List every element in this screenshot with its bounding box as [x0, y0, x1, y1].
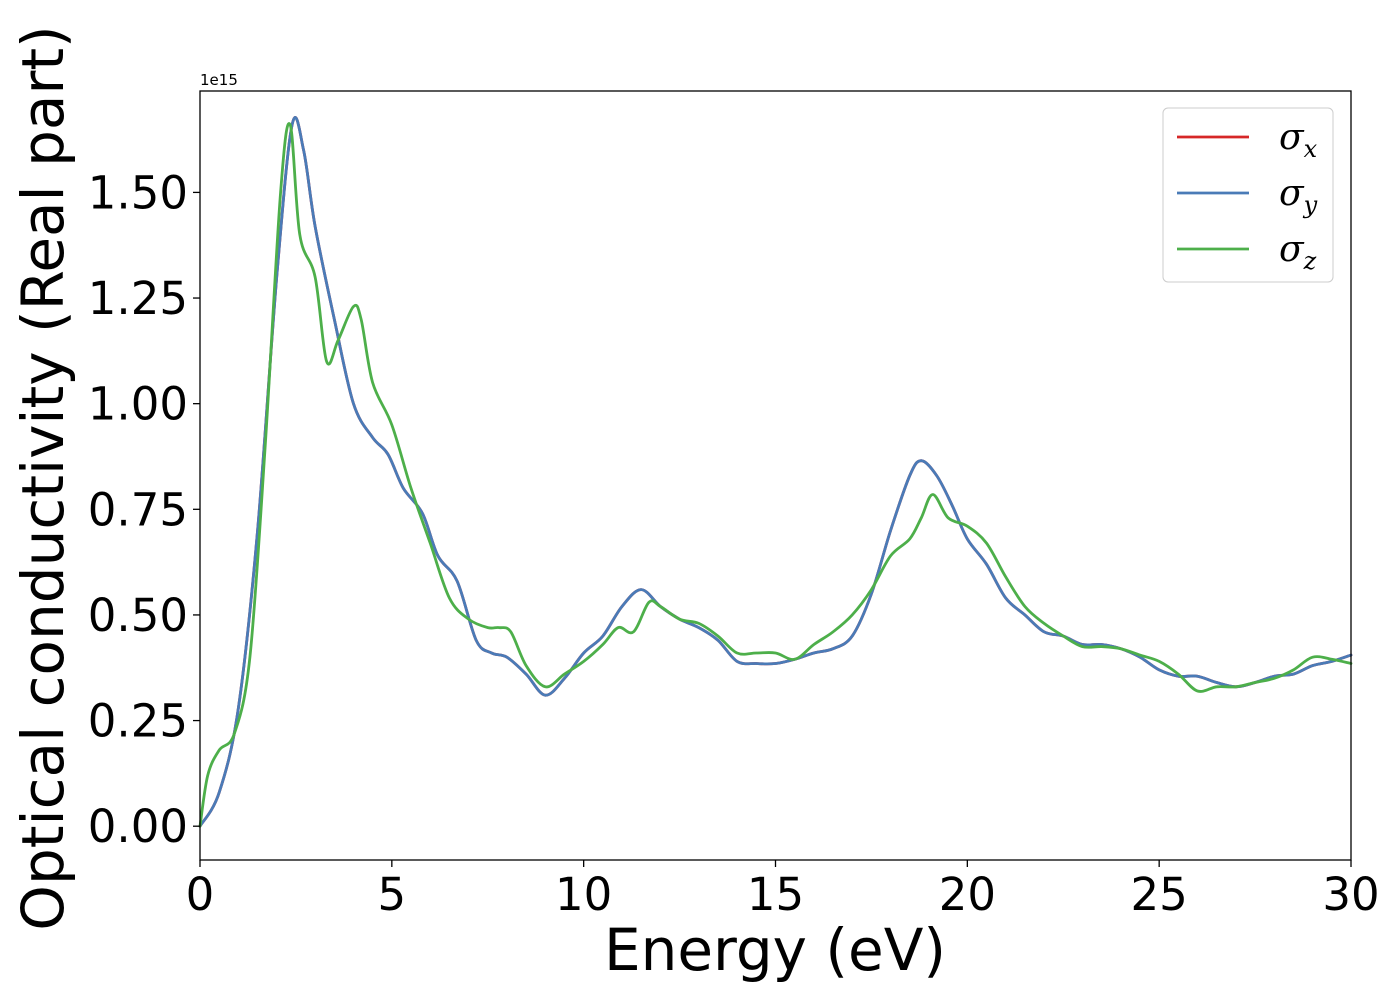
y-tick-label: 1.00 [88, 378, 188, 431]
x-tick-label: 0 [186, 868, 215, 921]
x-tick-label: 25 [1131, 868, 1188, 921]
series-layer [198, 116, 1353, 828]
legend: σx σy σz [1162, 107, 1334, 283]
y-tick-label: 0.75 [88, 483, 188, 536]
legend-label-sigma-y: σy [1279, 173, 1318, 219]
series-line-sigma-z [198, 122, 1353, 828]
x-tick-label: 10 [555, 868, 612, 921]
y-axis-ticks: 0.00 0.25 0.50 0.75 1.00 1.25 1.50 [88, 166, 200, 853]
y-offset-label: 1e15 [200, 71, 238, 89]
series-line-sigma-y [198, 116, 1353, 828]
y-tick-label: 1.25 [88, 272, 188, 325]
x-tick-label: 15 [747, 868, 804, 921]
x-tick-label: 5 [378, 868, 407, 921]
y-tick-label: 0.00 [88, 800, 188, 853]
x-axis-ticks: 0 5 10 15 20 25 30 [186, 860, 1380, 921]
legend-box [1162, 107, 1334, 283]
legend-label-sigma-z: σz [1279, 229, 1317, 275]
y-tick-label: 0.50 [88, 589, 188, 642]
y-axis-title: Optical conductivity (Real part) [9, 25, 77, 930]
x-tick-label: 30 [1322, 868, 1379, 921]
x-tick-label: 20 [939, 868, 996, 921]
y-tick-label: 1.50 [88, 166, 188, 219]
x-axis-title: Energy (eV) [604, 916, 946, 984]
legend-label-sigma-x: σx [1279, 117, 1318, 163]
y-tick-label: 0.25 [88, 695, 188, 748]
